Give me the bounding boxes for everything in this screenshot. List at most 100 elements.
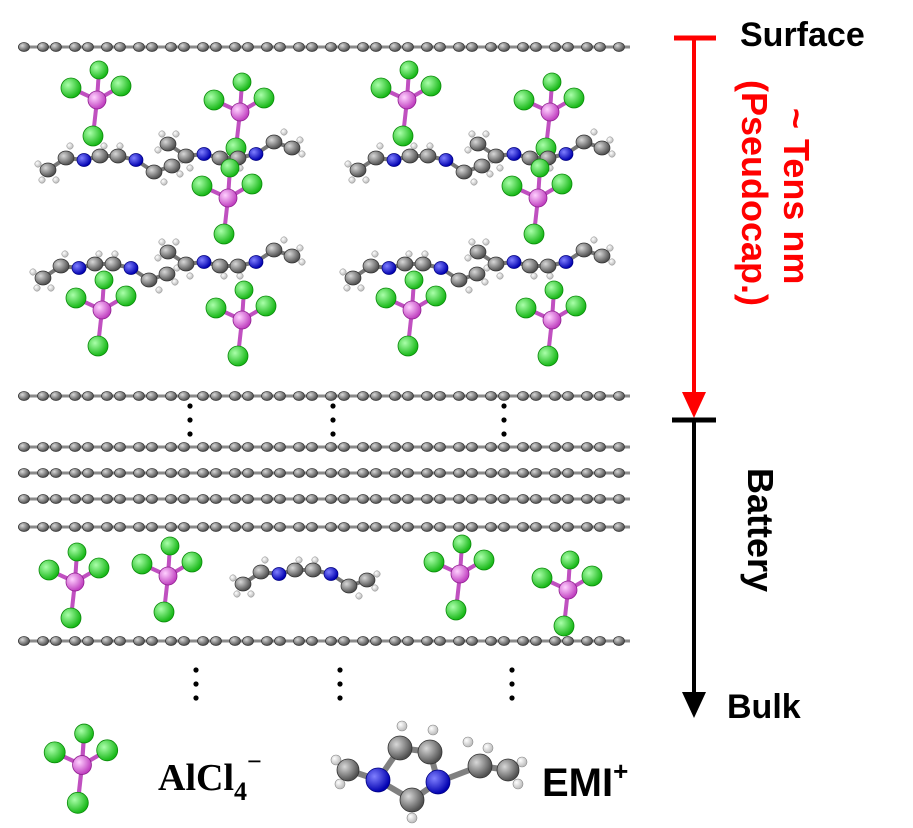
chlorine-atom — [88, 557, 110, 579]
continuation-dots — [187, 403, 515, 701]
alcl4-anion — [375, 270, 447, 357]
carbon-atom — [498, 468, 510, 478]
carbon-atom — [178, 42, 190, 52]
nitrogen-atom — [123, 261, 139, 275]
carbon-atom — [338, 391, 350, 401]
carbon-atom — [50, 42, 62, 52]
aluminum-atom — [450, 564, 470, 584]
hydrogen-atom — [330, 754, 342, 766]
carbon-atom — [34, 270, 52, 286]
chlorine-atom — [515, 297, 537, 319]
carbon-atom — [530, 468, 542, 478]
carbon-atom — [485, 494, 497, 504]
carbon-atom — [498, 391, 510, 401]
carbon-atom — [306, 522, 318, 532]
hydrogen-atom — [468, 238, 476, 246]
hydrogen-atom — [426, 142, 434, 150]
carbon-atom — [338, 442, 350, 452]
nitrogen-atom — [365, 767, 391, 793]
carbon-atom — [594, 636, 606, 646]
hydrogen-atom — [348, 176, 356, 184]
legend-molecules — [43, 720, 528, 824]
carbon-atom — [306, 636, 318, 646]
carbon-atom — [163, 158, 181, 174]
carbon-atom — [177, 256, 195, 272]
carbon-atom — [50, 522, 62, 532]
hydrogen-atom — [61, 250, 69, 258]
carbon-atom — [37, 468, 49, 478]
carbon-atom — [261, 442, 273, 452]
chlorine-atom — [241, 173, 263, 195]
hydrogen-atom — [52, 176, 60, 184]
carbon-atom — [177, 148, 195, 164]
carbon-atom — [261, 494, 273, 504]
hydrogen-atom — [339, 268, 347, 276]
chlorine-atom — [392, 125, 414, 147]
carbon-atom — [370, 468, 382, 478]
carbon-atom — [389, 494, 401, 504]
carbon-atom — [530, 391, 542, 401]
aluminum-atom — [402, 300, 422, 320]
emi-cation — [229, 556, 381, 600]
carbon-atom — [197, 42, 209, 52]
alcl4-anion — [203, 72, 275, 159]
carbon-atom — [581, 442, 593, 452]
carbon-atom — [274, 636, 286, 646]
chlorine-atom — [255, 295, 277, 317]
hydrogen-atom — [158, 238, 166, 246]
chlorine-atom — [234, 280, 254, 300]
hydrogen-atom — [396, 720, 408, 732]
hydrogen-atom — [406, 812, 418, 824]
carbon-atom — [57, 150, 75, 166]
hydrogen-atom — [427, 724, 439, 736]
ellipsis-dot — [501, 431, 507, 437]
nitrogen-atom — [71, 261, 87, 275]
vertical-ellipsis — [501, 403, 507, 437]
carbon-atom — [37, 522, 49, 532]
carbon-atom — [50, 468, 62, 478]
chlorine-atom — [66, 791, 89, 814]
hydrogen-atom — [516, 756, 528, 768]
carbon-atom — [370, 442, 382, 452]
vertical-ellipsis — [193, 667, 199, 701]
chlorine-atom — [370, 77, 392, 99]
carbon-atom — [104, 256, 122, 272]
carbon-atom — [210, 636, 222, 646]
emi-cation — [29, 250, 181, 294]
carbon-atom — [261, 636, 273, 646]
graphene-layer — [18, 636, 630, 646]
aluminum-atom — [558, 580, 578, 600]
hydrogen-atom — [530, 272, 538, 280]
chlorine-atom — [581, 565, 603, 587]
carbon-atom — [229, 442, 241, 452]
carbon-atom — [581, 494, 593, 504]
alcl4-anion — [423, 534, 495, 621]
carbon-atom — [562, 391, 574, 401]
carbon-atom — [389, 42, 401, 52]
carbon-atom — [434, 636, 446, 646]
vertical-ellipsis — [509, 667, 515, 701]
carbon-atom — [293, 636, 305, 646]
carbon-atom — [82, 468, 94, 478]
carbon-atom — [82, 494, 94, 504]
carbon-atom — [349, 162, 367, 178]
chlorine-atom — [94, 270, 114, 290]
chlorine-atom — [82, 125, 104, 147]
carbon-atom — [114, 494, 126, 504]
carbon-atom — [594, 42, 606, 52]
chlorine-atom — [131, 553, 153, 575]
alcl4-anion — [513, 72, 585, 159]
carbon-atom — [234, 576, 252, 592]
carbon-atom — [387, 735, 413, 761]
carbon-atom — [613, 468, 625, 478]
vertical-ellipsis — [337, 667, 343, 701]
carbon-atom — [389, 442, 401, 452]
hydrogen-atom — [462, 736, 474, 748]
graphene-layer — [18, 522, 630, 532]
carbon-atom — [252, 564, 270, 580]
carbon-atom — [402, 522, 414, 532]
chlorine-atom — [420, 75, 442, 97]
aluminum-atom — [87, 90, 107, 110]
aluminum-atom — [65, 572, 85, 592]
